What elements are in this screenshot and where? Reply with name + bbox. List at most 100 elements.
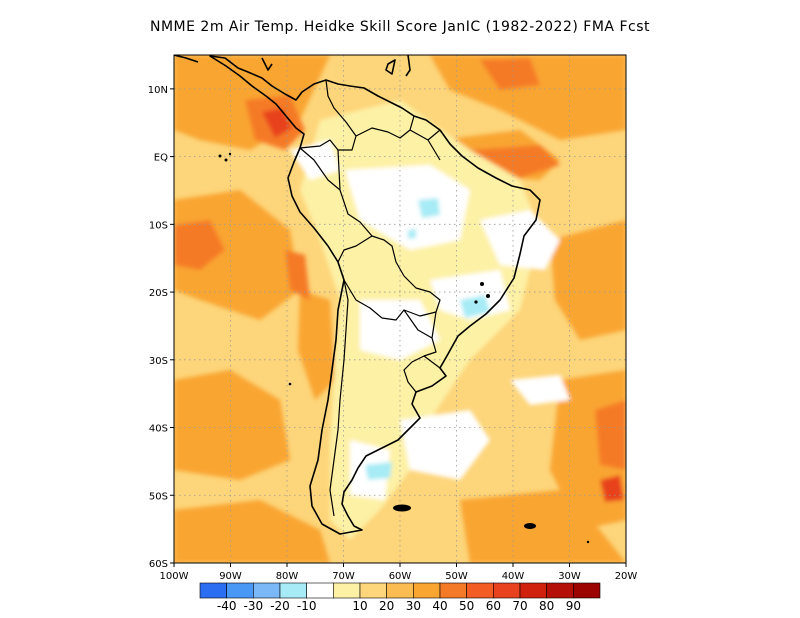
colorbar-label: 50 <box>459 599 474 613</box>
border-paraguay <box>403 309 437 339</box>
colorbar-label: 20 <box>379 599 394 613</box>
border-guianas <box>409 129 441 161</box>
field-patch-dark-orange <box>285 250 310 300</box>
country-borders <box>299 79 441 517</box>
lon-tick-label: 60W <box>389 571 412 582</box>
lat-tick-label: 40S <box>149 424 168 435</box>
colorbar-swatch <box>439 582 467 599</box>
colorbar-label: 70 <box>512 599 527 613</box>
field-patch-light-blue <box>365 462 392 480</box>
colorbar-label: -40 <box>217 599 237 613</box>
colorbar-swatch <box>413 582 441 599</box>
lon-tick-label: 70W <box>332 571 355 582</box>
colorbar-label: 90 <box>566 599 581 613</box>
field-patch-white <box>345 165 470 250</box>
field-patch-white <box>430 270 510 320</box>
grid-lines <box>174 55 626 563</box>
field-patch-dark-orange <box>174 220 225 270</box>
south-georgia-island <box>524 523 536 529</box>
border-colombia <box>299 79 357 151</box>
skill-field <box>174 55 626 563</box>
galapagos-island <box>224 158 228 162</box>
field-patch-orange <box>550 220 626 340</box>
colorbar-swatch <box>279 582 307 599</box>
colorbar <box>199 582 601 599</box>
colorbar-swatch <box>359 582 387 599</box>
field-patch-red <box>600 475 624 502</box>
colorbar-swatch <box>333 582 361 599</box>
lat-tick-label: EQ <box>154 153 168 164</box>
colorbar-swatch <box>386 582 414 599</box>
falkland-islands <box>393 504 411 512</box>
island-marker <box>288 382 292 386</box>
field-patch-orange <box>174 500 330 563</box>
colorbar-label: -20 <box>270 599 290 613</box>
lon-tick-label: 40W <box>502 571 525 582</box>
colorbar-swatch <box>466 582 494 599</box>
field-patch-orange <box>460 490 626 563</box>
colorbar-label: 40 <box>432 599 447 613</box>
field-patch-dark-orange <box>470 145 560 178</box>
colorbar-label: 30 <box>406 599 421 613</box>
colorbar-swatch <box>306 582 334 599</box>
lat-tick-label: 60S <box>149 559 168 570</box>
colorbar-label: 10 <box>352 599 367 613</box>
colorbar-label: 80 <box>539 599 554 613</box>
island-marker <box>586 540 590 544</box>
lon-tick-label: 100W <box>160 571 189 582</box>
colorbar-label: 60 <box>486 599 501 613</box>
lon-tick-label: 50W <box>445 571 468 582</box>
lon-tick-label: 80W <box>276 571 299 582</box>
galapagos-island <box>218 154 222 158</box>
border-bolivia <box>337 235 441 321</box>
coastline <box>174 55 541 535</box>
galapagos-island <box>228 152 232 156</box>
lat-tick-label: 10N <box>148 85 168 96</box>
longitude-axis: 100W 90W 80W 70W 60W 50W 40W 30W 20W <box>160 563 638 582</box>
lake-marker <box>480 282 484 286</box>
coastline-caribbean-island <box>405 55 411 77</box>
colorbar-swatch <box>493 582 521 599</box>
colorbar-swatch <box>519 582 547 599</box>
border-chile-argentina <box>329 279 349 517</box>
colorbar-swatch <box>546 582 574 599</box>
border-ecuador-peru <box>299 147 341 191</box>
map-title: NMME 2m Air Temp. Heidke Skill Score Jan… <box>150 19 650 35</box>
coastline-south-america <box>209 55 541 535</box>
field-patch-light-blue <box>460 295 490 318</box>
lat-tick-label: 10S <box>149 220 168 231</box>
lon-tick-label: 30W <box>558 571 581 582</box>
colorbar-swatch <box>573 582 601 599</box>
field-patch-white <box>480 210 560 270</box>
colorbar-swatch <box>199 582 227 599</box>
field-patch-light-blue <box>408 229 416 239</box>
field-patch-orange <box>174 370 290 480</box>
field-patch-red <box>262 108 292 138</box>
lat-tick-label: 30S <box>149 356 168 367</box>
coastline-caribbean-island <box>261 57 273 71</box>
border-venezuela <box>355 115 415 139</box>
field-patch-orange <box>430 55 626 140</box>
latitude-axis: 10N EQ 10S 20S 30S 40S 50S 60S <box>148 85 174 570</box>
field-patch-white <box>400 410 490 480</box>
field-patch-dark-orange <box>480 58 540 90</box>
field-patch-light-blue <box>418 198 440 218</box>
field-patch-white <box>510 375 570 405</box>
field-patch-orange <box>298 290 335 400</box>
border-uruguay <box>423 355 441 369</box>
small-features <box>218 152 590 544</box>
colorbar-label: -30 <box>244 599 264 613</box>
colorbar-label: -10 <box>297 599 317 613</box>
colorbar-swatch <box>253 582 281 599</box>
lon-tick-label: 90W <box>219 571 242 582</box>
lake-marker <box>474 300 478 304</box>
lat-tick-label: 20S <box>149 288 168 299</box>
coastline-caribbean-island <box>385 59 396 75</box>
lake-marker <box>486 294 490 298</box>
lon-tick-label: 20W <box>615 571 638 582</box>
field-patch-dark-orange <box>595 400 626 470</box>
coastline-north-america-fragment <box>174 55 199 63</box>
colorbar-labels: -40 -30 -20 -10 10 20 30 40 50 60 70 80 90 <box>217 599 581 613</box>
colorbar-swatch <box>226 582 254 599</box>
